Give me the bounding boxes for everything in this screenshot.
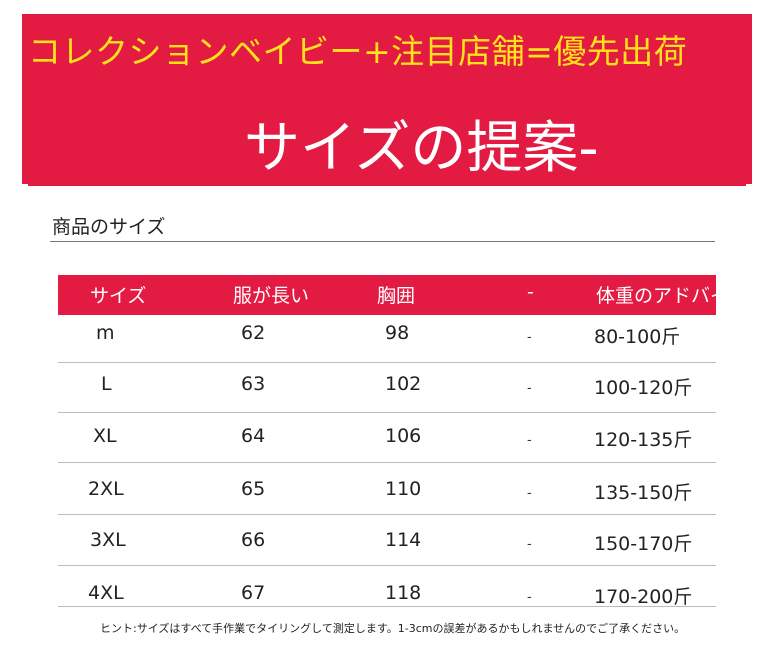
dash-cell: - [527,486,532,501]
header-chest: 胸囲 [377,285,416,307]
row-divider [58,362,716,363]
row-divider [58,412,716,413]
header-length: 服が長い [233,285,310,307]
section-title: 商品のサイズ [52,216,166,238]
weight-cell: 170-200斤 [594,586,693,608]
section-divider [50,241,715,242]
header-dash: - [527,281,534,303]
table-header [58,275,716,315]
promo-text: コレクションベイビー+注目店舗=優先出荷 [28,32,688,71]
chest-cell: 110 [385,478,422,500]
size-cell: 2XL [88,478,124,500]
dash-cell: - [527,433,532,448]
chest-cell: 102 [385,373,422,395]
size-cell: XL [93,425,117,447]
length-cell: 65 [241,478,266,500]
promo-banner [22,14,752,184]
length-cell: 64 [241,425,266,447]
measurement-note: ヒント:サイズはすべて手作業でタイリングして測定します。1-3cmの誤差があるか… [100,622,686,635]
weight-cell: 100-120斤 [594,377,693,399]
weight-cell: 135-150斤 [594,482,693,504]
dash-cell: - [527,537,532,552]
size-guide-title: サイズの提案- [244,116,599,181]
length-cell: 63 [241,373,266,395]
dash-cell: - [527,330,532,345]
dash-cell: - [527,590,532,605]
length-cell: 67 [241,582,266,604]
row-divider [58,514,716,515]
size-cell: 3XL [90,529,126,551]
promo-banner-edge [28,176,746,186]
header-size: サイズ [90,285,147,307]
weight-cell: 150-170斤 [594,533,693,555]
weight-cell: 120-135斤 [594,429,693,451]
header-weight: 体重のアドバイス [596,285,748,307]
size-cell: L [101,373,112,395]
chest-cell: 114 [385,529,422,551]
chest-cell: 106 [385,425,422,447]
chest-cell: 118 [385,582,422,604]
row-divider [58,565,716,566]
row-divider [58,606,716,607]
size-cell: m [96,322,115,344]
chest-cell: 98 [385,322,410,344]
weight-cell: 80-100斤 [594,326,681,348]
length-cell: 62 [241,322,266,344]
dash-cell: - [527,381,532,396]
size-cell: 4XL [88,582,124,604]
length-cell: 66 [241,529,266,551]
row-divider [58,462,716,463]
